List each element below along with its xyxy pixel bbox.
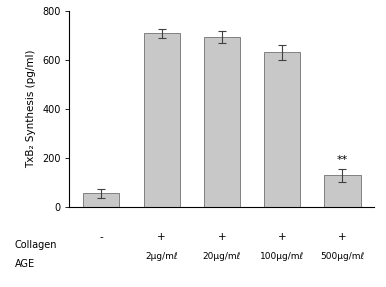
Bar xyxy=(264,53,300,207)
Text: +: + xyxy=(218,232,226,242)
Bar xyxy=(204,37,240,207)
Text: +: + xyxy=(338,232,347,242)
Text: AGE: AGE xyxy=(15,259,35,269)
Y-axis label: TxB₂ Synthesis (pg/ml): TxB₂ Synthesis (pg/ml) xyxy=(26,50,36,168)
Text: **: ** xyxy=(337,155,348,165)
Text: 2μg/mℓ: 2μg/mℓ xyxy=(146,251,178,261)
Text: 100μg/mℓ: 100μg/mℓ xyxy=(260,251,304,261)
Text: 500μg/mℓ: 500μg/mℓ xyxy=(320,251,365,261)
Text: +: + xyxy=(157,232,166,242)
Text: 20μg/mℓ: 20μg/mℓ xyxy=(203,251,241,261)
Bar xyxy=(83,193,120,207)
Text: -: - xyxy=(100,232,103,242)
Text: +: + xyxy=(278,232,286,242)
Bar xyxy=(144,34,180,207)
Text: Collagen: Collagen xyxy=(15,240,57,250)
Bar xyxy=(324,175,361,207)
